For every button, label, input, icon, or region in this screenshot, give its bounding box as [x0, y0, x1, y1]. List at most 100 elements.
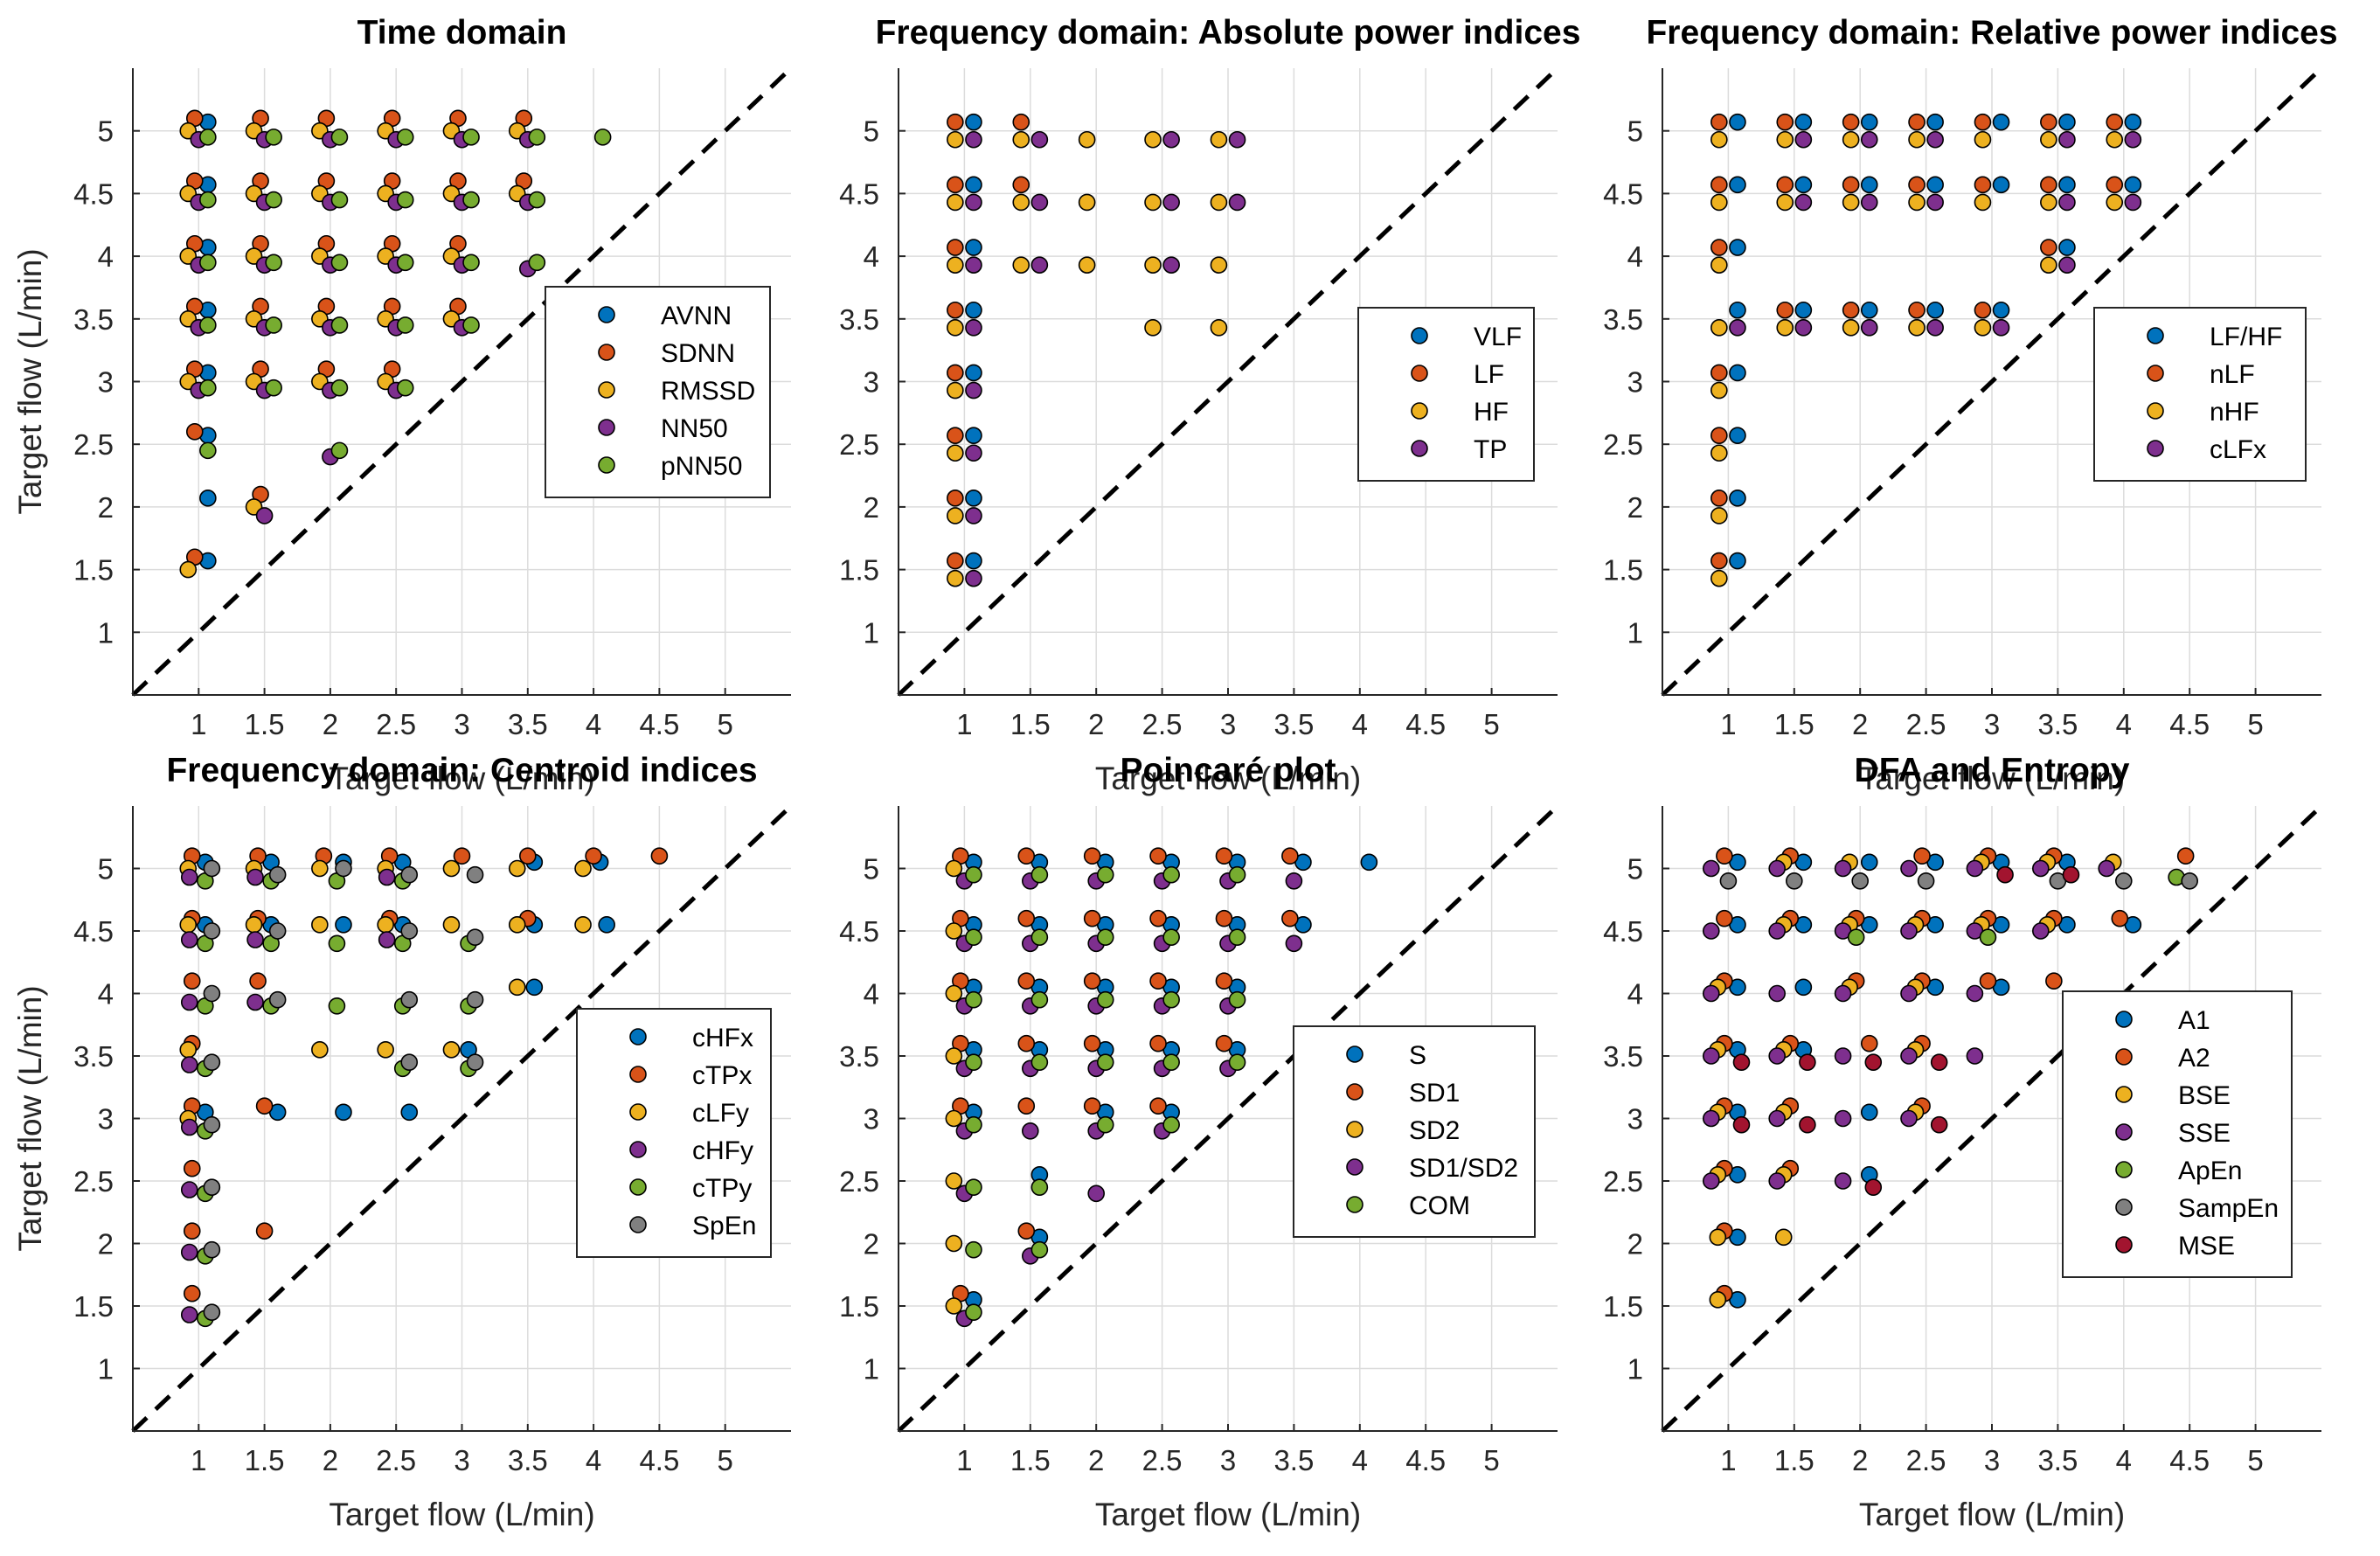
point-ctpx: [183, 1159, 201, 1177]
legend-label: LF/HF: [2210, 323, 2282, 351]
point-clfy: [377, 916, 394, 934]
point-lf-hf: [1729, 427, 1746, 444]
x-tick-label: 4: [586, 708, 601, 740]
point-hf: [1210, 256, 1228, 274]
point-nhf: [1776, 193, 1794, 212]
point-vlf: [965, 239, 982, 256]
point-sd1: [1149, 909, 1167, 927]
point-nlf: [1842, 113, 1860, 131]
point-sse: [1834, 1172, 1852, 1190]
y-tick-label: 4: [1627, 978, 1643, 1011]
legend-label: cHFx: [692, 1024, 753, 1052]
point-com: [1030, 1053, 1049, 1071]
x-tick-label: 3: [1984, 1444, 2000, 1476]
point-nhf: [1710, 130, 1728, 149]
y-tick-label: 1.5: [1603, 1290, 1643, 1323]
point-sse: [1768, 922, 1786, 940]
point-chfy: [246, 993, 264, 1011]
point-mse: [1996, 865, 2014, 884]
point-ctpx: [183, 1284, 201, 1302]
point-pnn50: [330, 316, 349, 334]
point-ctpx: [585, 847, 602, 865]
x-tick-label: 2: [1088, 708, 1104, 740]
point-tp: [1030, 256, 1049, 274]
point-clfx: [2058, 256, 2076, 274]
x-tick-label: 2: [323, 708, 338, 740]
point-com: [1228, 1053, 1246, 1071]
y-tick-label: 2.5: [73, 1165, 114, 1198]
legend-marker: [598, 381, 615, 399]
point-pnn50: [462, 254, 480, 272]
point-lf: [947, 301, 964, 319]
point-nlf: [1710, 113, 1728, 131]
x-tick-label: 4.5: [1405, 708, 1446, 740]
point-nlf: [1710, 176, 1728, 194]
point-hf: [1012, 256, 1030, 274]
x-tick-label: 1.5: [245, 708, 285, 740]
y-tick-label: 1: [864, 1353, 879, 1386]
point-sampen: [2115, 872, 2133, 890]
point-spen: [203, 1115, 221, 1134]
point-com: [965, 990, 982, 1009]
point-com: [1228, 990, 1246, 1009]
point-nhf: [1710, 256, 1728, 274]
point-clfx: [1794, 130, 1813, 149]
point-ctpy: [328, 934, 346, 953]
legend-label: ApEn: [2178, 1157, 2242, 1185]
legend-label: SampEn: [2178, 1194, 2279, 1223]
point-a2: [2045, 972, 2063, 990]
y-tick-label: 2.5: [1603, 1165, 1643, 1198]
point-com: [1096, 1115, 1114, 1134]
point-pnn50: [199, 379, 217, 397]
legend-marker: [629, 1216, 647, 1233]
legend-label: BSE: [2178, 1081, 2231, 1110]
point-com: [965, 1053, 982, 1071]
x-axis-label: Target flow (L/min): [1859, 1497, 2125, 1532]
x-axis-label: Target flow (L/min): [329, 761, 594, 796]
y-tick-label: 3: [1627, 1103, 1643, 1136]
point-clfy: [508, 916, 526, 934]
point-sampen: [2181, 872, 2198, 890]
point-nhf: [1908, 130, 1926, 149]
point-sd1: [1149, 847, 1167, 865]
y-tick-label: 2: [1627, 1228, 1643, 1261]
point-nhf: [1842, 193, 1860, 212]
y-tick-label: 2: [98, 1228, 114, 1261]
y-tick-label: 2: [1627, 491, 1643, 524]
point-sd1: [1281, 847, 1299, 865]
point-lf: [947, 364, 964, 382]
point-chfy: [180, 868, 198, 886]
point-sse: [1702, 1047, 1720, 1065]
x-tick-label: 2.5: [1142, 1444, 1183, 1476]
point-chfy: [180, 1181, 198, 1198]
point-nlf: [1776, 176, 1794, 194]
point-clfx: [2058, 130, 2076, 149]
legend-box: [2093, 307, 2307, 482]
point-nhf: [1842, 319, 1860, 337]
point-nhf: [1710, 319, 1728, 337]
y-tick-label: 4.5: [839, 177, 879, 210]
point-pnn50: [199, 254, 217, 272]
point-pnn50: [462, 191, 480, 209]
point-hf: [1144, 193, 1162, 212]
point-hf: [1078, 130, 1096, 149]
point-com: [1096, 928, 1114, 946]
point-lf-hf: [2124, 113, 2142, 131]
point-mse: [1864, 1178, 1883, 1196]
point-vlf: [965, 427, 982, 444]
point-a1: [1794, 978, 1813, 997]
point-nhf: [2040, 193, 2057, 212]
y-tick-label: 3.5: [839, 303, 879, 336]
y-tick-label: 1: [1627, 1353, 1643, 1386]
point-lf: [1012, 176, 1030, 194]
x-tick-label: 4.5: [1405, 1444, 1446, 1476]
x-tick-label: 4: [1352, 1444, 1368, 1476]
legend: cHFx cTPx cLFy cHFy cTPy SpEn: [576, 1008, 772, 1258]
point-lf-hf: [1729, 364, 1746, 382]
point-lf-hf: [1992, 301, 2010, 319]
panel-3: 1 1.5 2 2.5 3 3.5 4 4.5 5 1 1.5 2 2.5 3 3.5 4 4.5 5 Freque…: [1603, 14, 2337, 796]
legend-box: [1293, 1025, 1536, 1238]
point-hf: [947, 444, 964, 462]
y-tick-label: 4: [864, 240, 879, 273]
point-vlf: [965, 490, 982, 507]
